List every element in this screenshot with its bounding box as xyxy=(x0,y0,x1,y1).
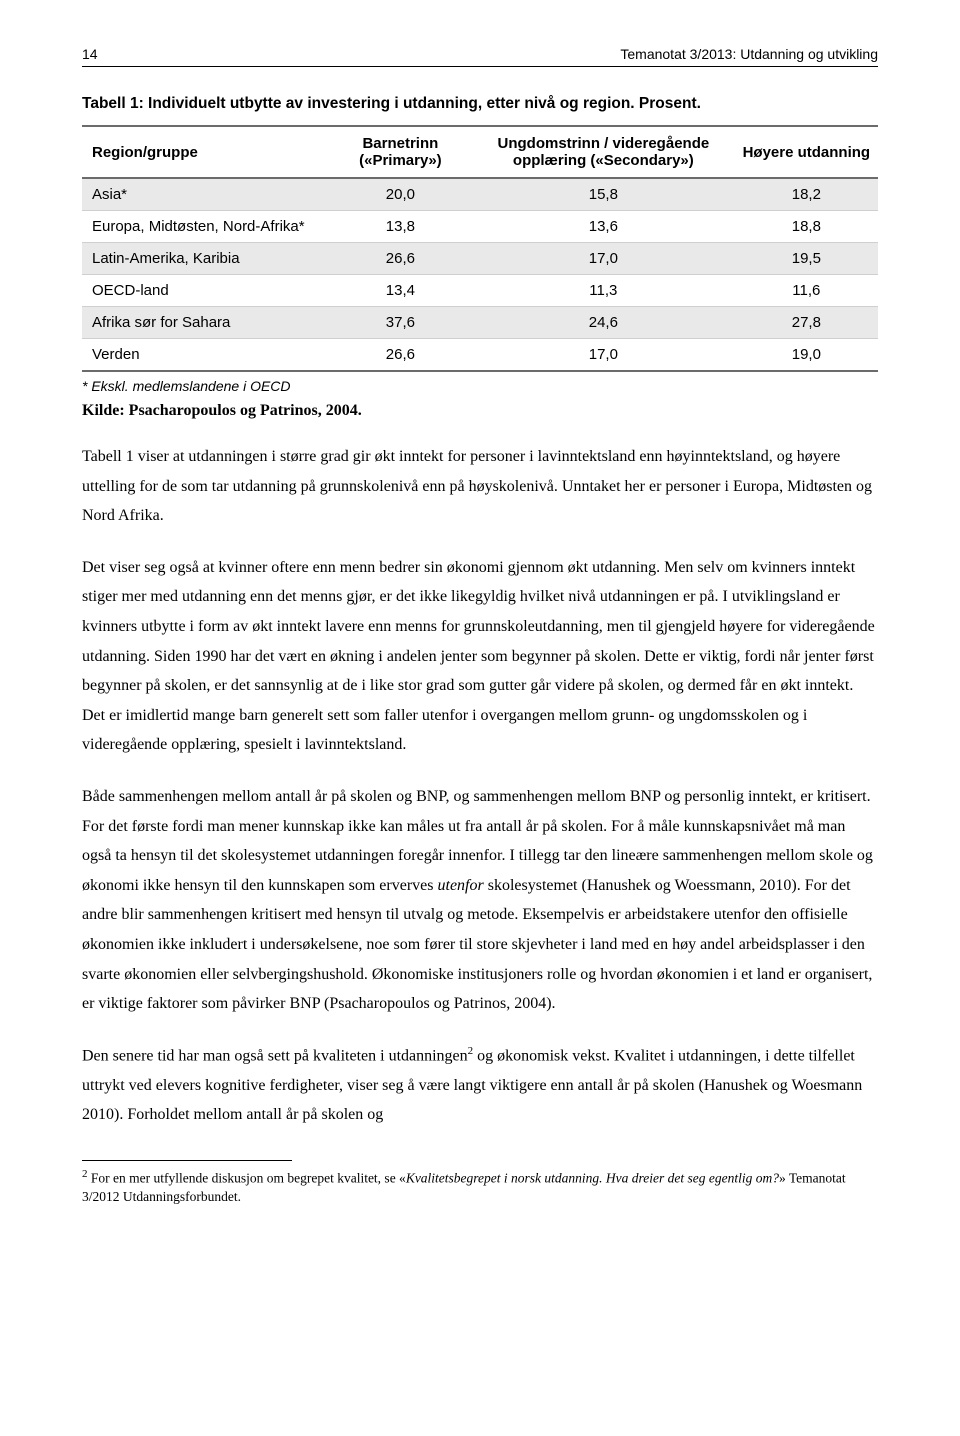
italic-text: utenfor xyxy=(438,877,484,894)
table-row: Latin-Amerika, Karibia 26,6 17,0 19,5 xyxy=(82,243,878,275)
table-source: Kilde: Psacharopoulos og Patrinos, 2004. xyxy=(82,402,878,420)
table-footnote: * Ekskl. medlemslandene i OECD xyxy=(82,378,878,394)
row-value: 24,6 xyxy=(472,307,735,339)
table-header-row: Region/gruppe Barnetrinn («Primary») Ung… xyxy=(82,126,878,178)
row-value: 11,6 xyxy=(735,275,878,307)
col-header-higher: Høyere utdanning xyxy=(735,126,878,178)
col-header-region: Region/gruppe xyxy=(82,126,329,178)
row-value: 26,6 xyxy=(329,243,472,275)
page-footnote: 2 For en mer utfyllende diskusjon om beg… xyxy=(82,1167,878,1206)
row-value: 17,0 xyxy=(472,243,735,275)
paragraph: Det viser seg også at kvinner oftere enn… xyxy=(82,553,878,760)
row-value: 19,5 xyxy=(735,243,878,275)
returns-table: Region/gruppe Barnetrinn («Primary») Ung… xyxy=(82,125,878,372)
row-value: 20,0 xyxy=(329,178,472,211)
row-value: 18,8 xyxy=(735,211,878,243)
row-label: Asia* xyxy=(82,178,329,211)
col-header-primary: Barnetrinn («Primary») xyxy=(329,126,472,178)
row-value: 13,4 xyxy=(329,275,472,307)
row-value: 27,8 xyxy=(735,307,878,339)
table-row: Afrika sør for Sahara 37,6 24,6 27,8 xyxy=(82,307,878,339)
page-header: 14 Temanotat 3/2013: Utdanning og utvikl… xyxy=(82,46,878,62)
row-label: OECD-land xyxy=(82,275,329,307)
row-label: Verden xyxy=(82,339,329,372)
document-page: 14 Temanotat 3/2013: Utdanning og utvikl… xyxy=(0,0,960,1436)
running-title: Temanotat 3/2013: Utdanning og utvikling xyxy=(620,46,878,62)
row-value: 19,0 xyxy=(735,339,878,372)
italic-text: Kvalitetsbegrepet i norsk utdanning. Hva… xyxy=(406,1170,779,1185)
header-rule xyxy=(82,66,878,67)
table-row: Europa, Midtøsten, Nord-Afrika* 13,8 13,… xyxy=(82,211,878,243)
row-label: Europa, Midtøsten, Nord-Afrika* xyxy=(82,211,329,243)
row-value: 13,8 xyxy=(329,211,472,243)
paragraph-part: Den senere tid har man også sett på kval… xyxy=(82,1047,468,1064)
paragraph-part: skolesystemet (Hanushek og Woessmann, 20… xyxy=(82,877,872,1012)
row-value: 11,3 xyxy=(472,275,735,307)
table-row: OECD-land 13,4 11,3 11,6 xyxy=(82,275,878,307)
paragraph: Den senere tid har man også sett på kval… xyxy=(82,1041,878,1130)
row-value: 18,2 xyxy=(735,178,878,211)
row-value: 26,6 xyxy=(329,339,472,372)
row-value: 13,6 xyxy=(472,211,735,243)
page-number: 14 xyxy=(82,46,98,62)
paragraph: Både sammenhengen mellom antall år på sk… xyxy=(82,782,878,1019)
footnote-rule xyxy=(82,1160,292,1161)
col-header-secondary: Ungdomstrinn / videregående opplæring («… xyxy=(472,126,735,178)
row-value: 37,6 xyxy=(329,307,472,339)
table-title: Tabell 1: Individuelt utbytte av investe… xyxy=(82,95,878,113)
row-label: Afrika sør for Sahara xyxy=(82,307,329,339)
row-label: Latin-Amerika, Karibia xyxy=(82,243,329,275)
table-row: Asia* 20,0 15,8 18,2 xyxy=(82,178,878,211)
footnote-text-part: For en mer utfyllende diskusjon om begre… xyxy=(88,1170,406,1185)
row-value: 17,0 xyxy=(472,339,735,372)
row-value: 15,8 xyxy=(472,178,735,211)
table-row: Verden 26,6 17,0 19,0 xyxy=(82,339,878,372)
paragraph: Tabell 1 viser at utdanningen i større g… xyxy=(82,442,878,531)
